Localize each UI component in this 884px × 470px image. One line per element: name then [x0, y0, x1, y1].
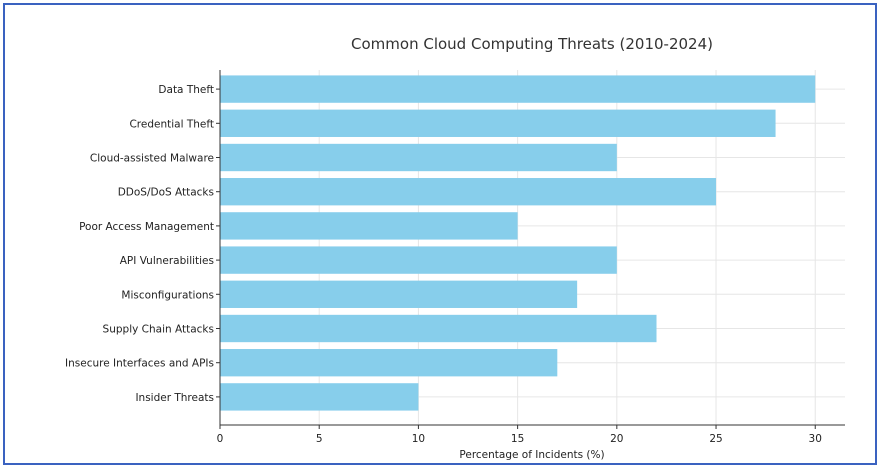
category-label: Data Theft: [158, 84, 214, 96]
category-label: Insider Threats: [135, 392, 214, 404]
bar-poor-access-management: [220, 212, 518, 240]
category-label: Insecure Interfaces and APIs: [65, 358, 214, 370]
category-label: Poor Access Management: [79, 221, 214, 233]
category-label: API Vulnerabilities: [120, 255, 214, 267]
x-tick-labels: 0 5 10 15 20 25 30: [217, 433, 822, 445]
bar-credential-theft: [220, 109, 776, 137]
bar-insider-threats: [220, 383, 419, 411]
x-tick-label: 30: [809, 433, 822, 445]
x-tick-label: 0: [217, 433, 224, 445]
bar-cloud-assisted-malware: [220, 143, 617, 172]
bar-supply-chain-attacks: [220, 314, 657, 343]
category-label: Misconfigurations: [121, 289, 214, 301]
bars: [220, 75, 816, 411]
x-axis-label: Percentage of Incidents (%): [459, 449, 604, 461]
bar-data-theft: [220, 75, 816, 103]
x-tick-label: 20: [610, 433, 623, 445]
category-label: Credential Theft: [129, 118, 214, 130]
x-tick-label: 25: [709, 433, 722, 445]
category-labels: Data Theft Credential Theft Cloud-assisted…: [65, 84, 214, 404]
bar-ddos-dos-attacks: [220, 178, 717, 206]
category-label: Supply Chain Attacks: [103, 324, 214, 336]
bar-api-vulnerabilities: [220, 246, 617, 274]
x-tick-label: 15: [511, 433, 524, 445]
category-label: Cloud-assisted Malware: [90, 153, 214, 165]
x-tick-label: 5: [316, 433, 323, 445]
bar-misconfigurations: [220, 280, 578, 308]
category-label: DDoS/DoS Attacks: [118, 187, 214, 199]
axes: [216, 70, 845, 429]
chart-title: Common Cloud Computing Threats (2010-202…: [351, 35, 713, 53]
bar-insecure-interfaces-and-apis: [220, 349, 558, 377]
x-tick-label: 10: [412, 433, 425, 445]
